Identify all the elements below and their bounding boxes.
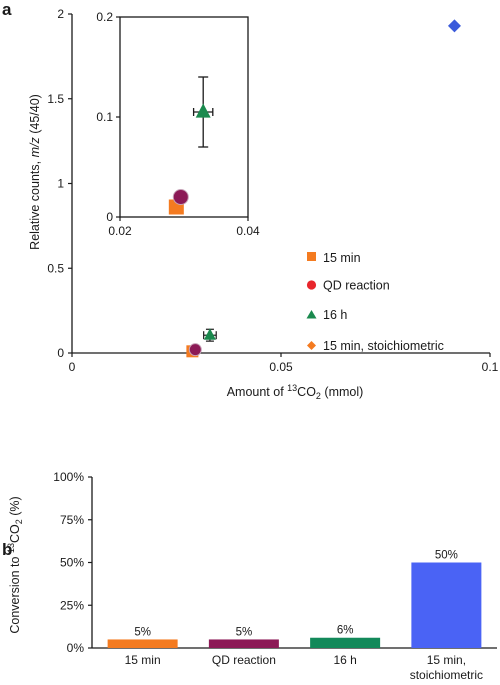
bar-chart: 0%25%50%75%100%15 min QD reaction 16 h 15 m… [6,470,497,682]
y-title-main: Relative counts, [28,157,42,249]
bar-value-label: 5% [134,626,151,638]
bar-category-label-line2: stoichiometric [410,668,483,682]
bar-value-label: 5% [236,626,253,638]
legend-label-16-h: 16 h [323,308,347,322]
bar-marks: 5% 5% 6% 50% [107,550,482,648]
bar-category-label: 15 min, [427,653,466,667]
scatter-x-tick-label: 0 [69,360,76,374]
panel-a-label: a [2,0,12,19]
legend-label-qd-reaction: QD reaction [323,279,390,293]
inset-axes: 0.02 0.04 0 0.1 0.2 [96,10,260,238]
inset-point-triangle [195,103,211,118]
bar-y-axis-title: Conversion to 13CO2 (%) [6,496,24,633]
x-title-sub: 2 [316,391,321,401]
bar-category-label: QD reaction [212,653,276,667]
y-title-unit: (45/40) [28,94,42,137]
b-y-title-unit: (%) [8,496,22,519]
inset-marks [168,76,214,215]
bar [208,639,279,648]
bar-y-tick-label: 0% [67,641,85,655]
bar [310,637,381,648]
legend-label-15-min: 15 min [323,251,361,265]
scatter-x-axis-title: Amount of 13CO2 (mmol) [227,383,364,401]
b-y-title-sup: 13 [6,543,16,553]
x-title-unit: (mmol) [321,385,363,399]
inset-y-tick-label: 0.2 [96,10,113,24]
inset-y-tick-label: 0.1 [96,110,113,124]
legend-label-15-min-stoichiometric: 15 min, stoichiometric [323,339,444,353]
scatter-marks [186,19,461,358]
scatter-y-tick-label: 1 [57,177,64,191]
bar [107,639,178,648]
scatter-y-tick-label: 0.5 [47,261,64,275]
x-title-main: Amount of [227,385,287,399]
scatter-y-tick-label: 0 [57,346,64,360]
inset-point-circle [172,189,189,205]
scatter-y-tick-label: 2 [57,7,64,21]
inset-y-tick-label: 0 [106,210,113,224]
scatter-point-triangle [203,328,216,340]
inset-chart: 0.02 0.04 0 0.1 0.2 [96,10,260,238]
panel-b-label: b [2,540,12,559]
y-title-italic: m/z [28,137,42,158]
legend-circle-marker [306,280,317,290]
scatter-x-tick-label: 0.05 [269,360,293,374]
scatter-x-tick-label: 0.1 [482,360,499,374]
b-y-title-main: Conversion to [8,553,22,634]
bar [411,562,482,648]
legend: 15 min QD reaction 16 h 15 min, stoichio… [306,251,444,353]
bar-value-label: 6% [337,625,354,637]
bar-category-label: 15 min [125,653,161,667]
inset-x-tick-label: 0.04 [236,224,260,238]
bar-y-tick-label: 100% [53,470,84,484]
scatter-axes: 0 0.05 0.1 0 0.5 1 1.5 2 [47,7,498,374]
scatter-y-axis-title: Relative counts, m/z (45/40) [28,94,42,250]
inset-frame [119,16,249,218]
scatter-y-tick-label: 1.5 [47,92,64,106]
x-title-co: CO [297,385,316,399]
legend-triangle-marker [306,310,317,319]
scatter-point-diamond [447,19,461,33]
b-y-title-sub: 2 [14,519,24,524]
bar-y-tick-label: 75% [60,513,84,527]
bar-category-label: 16 h [333,653,356,667]
bar-value-label: 50% [435,550,458,562]
b-y-title-co: CO [8,524,22,543]
legend-diamond-marker [307,341,316,350]
bar-axes: 0% 25% 50% 75% 100% 15 min QD reaction 16 h 15 m… [53,470,497,682]
bar-y-tick-label: 25% [60,598,84,612]
x-title-sup: 13 [287,383,297,393]
legend-square-marker [307,252,316,261]
bar-y-tick-label: 50% [60,556,84,570]
scatter-point-circle [188,343,202,357]
scatter-chart: 0 0.05 0.100.511.52 Amount of 13CO2 (mmol)… [28,7,499,401]
inset-x-tick-label: 0.02 [108,224,132,238]
